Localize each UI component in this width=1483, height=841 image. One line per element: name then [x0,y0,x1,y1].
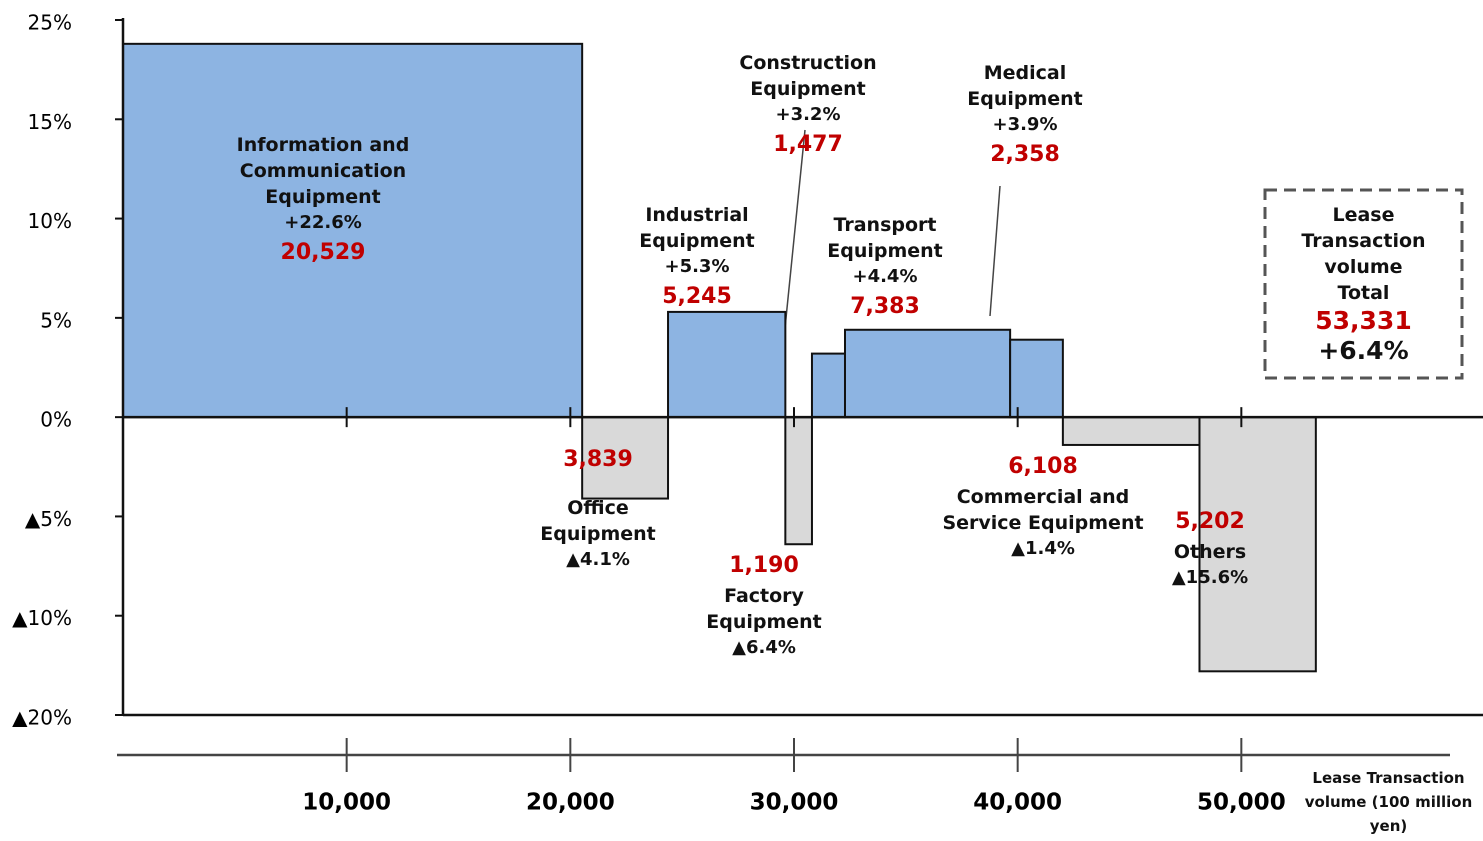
bar-label: Industrial Equipment +5.3% 5,245 [622,202,772,314]
growth-label: +4.4% [852,266,918,287]
bar [667,310,787,419]
total-title: Lease Transaction volume Total [1301,204,1426,304]
volume-label: 6,108 [1008,454,1078,479]
bar [810,352,846,419]
category-label: Medical Equipment [967,62,1083,110]
y-tick-label: 0% [40,408,72,432]
bar [784,416,813,546]
y-tick-label: ▲10% [12,606,72,630]
growth-label: +22.6% [284,212,362,233]
category-label: Commercial and Service Equipment [942,486,1144,534]
bar-label: Construction Equipment +3.2% 1,477 [728,50,888,162]
growth-label: +3.2% [775,104,841,125]
volume-label: 2,358 [990,142,1060,167]
growth-label: ▲1.4% [1011,538,1075,559]
volume-label: 1,477 [773,132,843,157]
bar-label: 6,108 Commercial and Service Equipment ▲1.… [933,450,1153,562]
bar-label: Medical Equipment +3.9% 2,358 [955,60,1095,172]
x-tick-label: 50,000 [1197,790,1286,816]
volume-label: 3,839 [563,447,633,472]
x-axis-label: Lease Transaction volume (100 million ye… [1304,769,1473,835]
y-tick-label: 10% [28,209,72,233]
growth-label: +3.9% [992,114,1058,135]
bar [122,42,584,419]
x-tick-label: 10,000 [302,790,391,816]
bar [581,416,670,500]
y-tick-label: ▲5% [25,507,72,531]
volume-label: 5,202 [1175,509,1245,534]
bar [1009,338,1064,419]
bar [1198,416,1317,673]
x-tick-label: 40,000 [973,790,1062,816]
category-label: Industrial Equipment [639,204,755,252]
total-box [1263,188,1464,380]
category-label: Office Equipment [540,497,656,545]
category-label: Factory Equipment [706,585,822,633]
x-tick-label: 30,000 [750,790,839,816]
y-tick-label: 5% [40,308,72,332]
bar-label: 3,839 Office Equipment ▲4.1% [518,443,678,573]
y-tick-label: 25% [28,11,72,35]
bar [1061,416,1201,446]
bar-label: 1,190 Factory Equipment ▲6.4% [689,549,839,661]
leader-line [784,129,806,329]
category-label: Construction Equipment [739,52,877,100]
total-change: +6.4% [1318,336,1409,365]
y-tick-label: ▲20% [12,706,72,730]
growth-label: +5.3% [664,256,730,277]
volume-label: 20,529 [280,240,366,265]
category-label: Transport Equipment [827,214,943,262]
volume-label: 7,383 [850,294,920,319]
y-tick-label: 15% [28,110,72,134]
growth-label: ▲6.4% [732,637,796,658]
bar-label: 5,202 Others ▲15.6% [1140,505,1280,591]
volume-label: 5,245 [662,284,732,309]
category-label: Others [1173,541,1247,563]
bar-label: Transport Equipment +4.4% 7,383 [805,212,965,324]
category-label: Information and Communication Equipment [236,134,410,208]
total-label: Lease Transaction volume Total 53,331 +6… [1265,202,1462,366]
bar [843,328,1012,419]
x-tick-label: 20,000 [526,790,615,816]
growth-label: ▲4.1% [566,549,630,570]
bar-label: Information and Communication Equipment +… [203,132,443,270]
total-value: 53,331 [1315,306,1412,335]
leader-line [989,185,1001,317]
volume-label: 1,190 [729,553,799,578]
growth-label: ▲15.6% [1171,567,1249,588]
